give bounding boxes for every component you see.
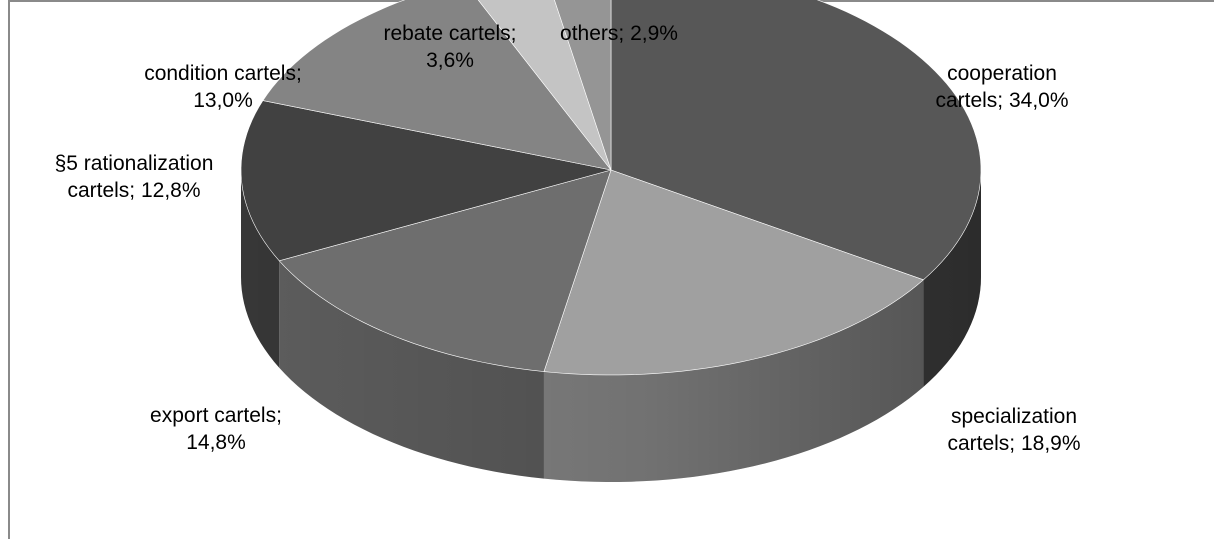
pie-side-shade-1: [543, 279, 924, 482]
slice-label-6: others; 2,9%: [560, 22, 678, 45]
pie-slice-2: [278, 169, 612, 372]
slice-label-0: cooperation cartels; 34,0%: [935, 62, 1068, 112]
slice-label-4: condition cartels; 13,0%: [144, 62, 302, 112]
slice-label-line: cooperation: [947, 62, 1057, 85]
slice-label-line: cartels; 12,8%: [67, 179, 200, 202]
slice-label-1: specialization cartels; 18,9%: [947, 405, 1080, 455]
slice-label-line: condition cartels;: [144, 62, 302, 85]
pie-slice-5: [477, 0, 612, 171]
slice-label-line: export cartels;: [150, 404, 282, 427]
slice-label-line: §5 rationalization: [55, 152, 214, 175]
pie-tops: [240, 0, 982, 376]
pie-slice-4: [262, 0, 612, 171]
pie-slice-1: [543, 169, 924, 376]
pie-side-shade-0: [923, 170, 981, 387]
slice-label-3: §5 rationalization cartels; 12,8%: [55, 152, 214, 202]
pie-sides: [241, 170, 981, 482]
slice-labels: cooperation cartels; 34,0% specialization c…: [55, 22, 1081, 455]
slice-label-line: cartels; 18,9%: [947, 432, 1080, 455]
pie-slice-0: [610, 0, 982, 281]
slice-label-line: 14,8%: [186, 431, 246, 454]
slice-label-5: rebate cartels; 3,6%: [383, 22, 516, 72]
pie-side-shade-2: [279, 260, 544, 479]
slice-label-line: rebate cartels;: [383, 22, 516, 45]
slice-label-line: specialization: [951, 405, 1077, 428]
slice-label-line: others; 2,9%: [560, 22, 678, 45]
slice-label-2: export cartels; 14,8%: [150, 404, 282, 454]
slice-label-line: 13,0%: [193, 89, 253, 112]
pie-side-shade-3: [241, 170, 280, 368]
pie-slice-6: [554, 0, 612, 171]
slice-label-line: cartels; 34,0%: [935, 89, 1068, 112]
slice-label-line: 3,6%: [426, 49, 474, 72]
pie-slice-3: [240, 100, 612, 262]
